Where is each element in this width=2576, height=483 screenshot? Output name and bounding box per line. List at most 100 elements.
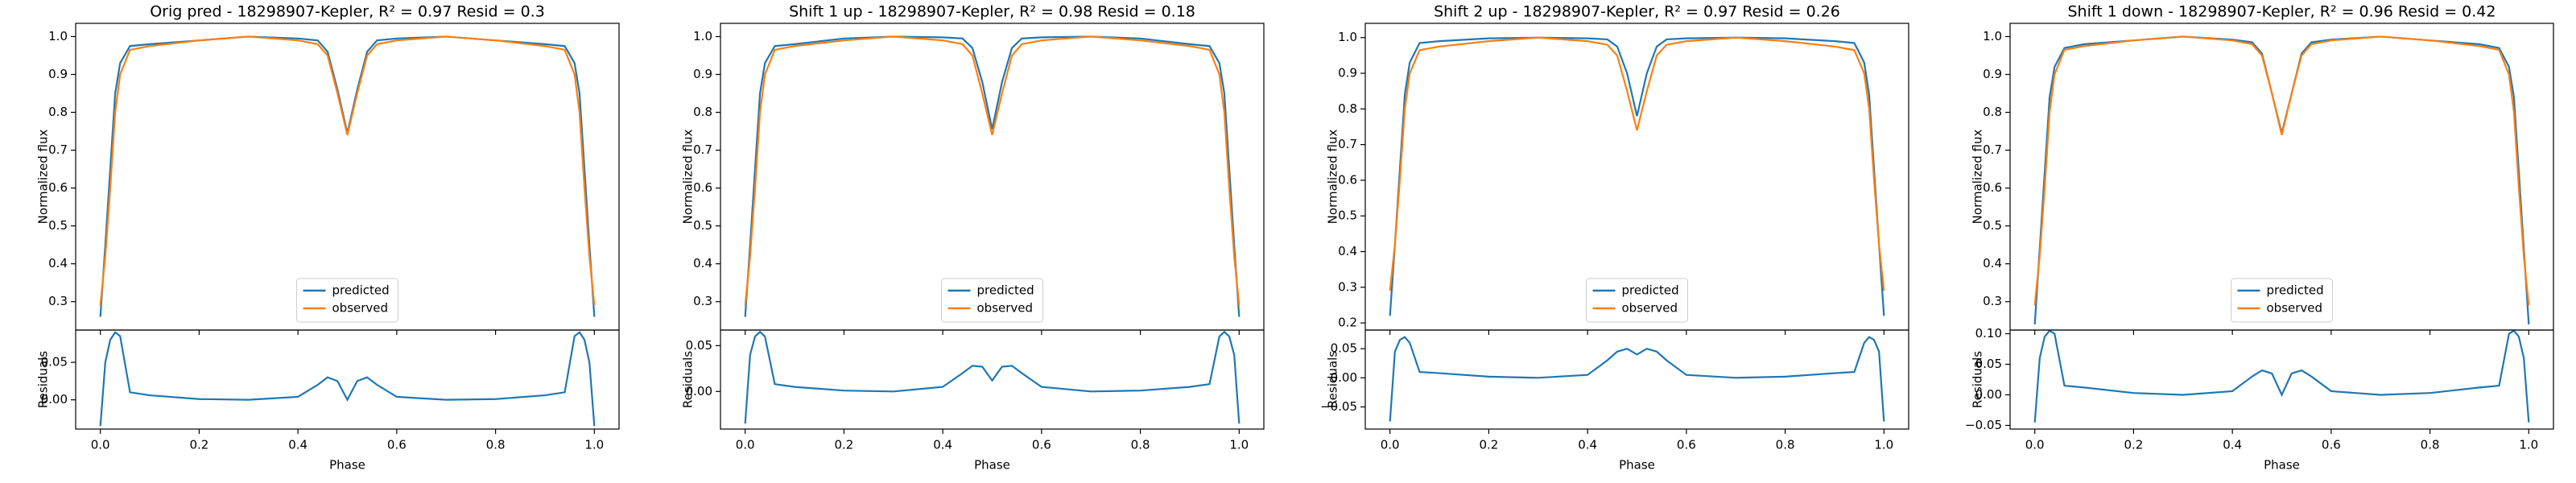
legend: predicted observed	[941, 278, 1043, 323]
y-tick-label: 1.0	[1983, 29, 2002, 43]
legend-box	[941, 278, 1043, 323]
legend: predicted observed	[2231, 278, 2333, 323]
data-line	[99, 331, 596, 427]
y-tick-label: 0.5	[1338, 208, 1357, 223]
data-line	[99, 35, 596, 306]
x-tick-label: 0.6	[1032, 438, 1051, 452]
axes-frame	[75, 329, 620, 430]
y-tick-label: 0.3	[1983, 294, 2002, 308]
x-tick-label: 0.8	[1776, 438, 1795, 452]
x-axis-label: Phase	[2264, 458, 2300, 473]
data-line	[2033, 35, 2530, 306]
panel: Orig pred - 18298907-Kepler, R² = 0.97 R…	[36, 3, 620, 473]
legend-label: predicted	[2267, 283, 2324, 298]
x-tick-label: 0.4	[933, 438, 952, 452]
x-axis-label: Phase	[974, 458, 1010, 473]
y-axis-label: Normalized flux	[681, 130, 696, 225]
y-tick-label: 0.8	[1338, 101, 1357, 116]
y-tick-label: 0.5	[1983, 218, 2002, 233]
y-tick-label: 0.05	[686, 338, 712, 353]
y-tick-label: 0.4	[1338, 244, 1357, 258]
x-tick-label: 0.2	[1479, 438, 1498, 452]
x-tick-label: 0.6	[387, 438, 407, 452]
y-tick-label: −0.05	[1965, 418, 2002, 432]
panel: Shift 1 down - 18298907-Kepler, R² = 0.9…	[1965, 3, 2554, 473]
x-tick-label: 0.0	[91, 438, 110, 452]
y-tick-label: 1.0	[1338, 30, 1357, 44]
x-axis-label: Phase	[1619, 458, 1655, 473]
legend-box	[2231, 278, 2333, 323]
y-tick-label: 0.6	[693, 180, 712, 195]
x-tick-label: 0.8	[486, 438, 506, 452]
y-tick-label: 0.4	[48, 256, 68, 270]
y-axis-label: Normalized flux	[1326, 130, 1340, 225]
y-tick-label: 0.9	[48, 67, 68, 81]
x-tick-label: 0.0	[736, 438, 755, 452]
x-tick-label: 1.0	[1229, 438, 1249, 452]
axes-frame	[1364, 329, 1909, 430]
y-axis-label: Normalized flux	[36, 130, 51, 225]
data-line	[1389, 36, 1885, 316]
y-tick-label: 0.00	[686, 384, 712, 398]
y-tick-label: 0.8	[48, 105, 68, 119]
y-tick-label: 0.3	[693, 294, 712, 308]
x-tick-label: 0.8	[1131, 438, 1150, 452]
x-tick-label: 0.2	[2124, 438, 2143, 452]
y-tick-label: 0.00	[41, 392, 68, 407]
axes-frame	[2009, 329, 2554, 430]
y-tick-label: 0.00	[1975, 387, 2002, 402]
x-tick-label: 1.0	[2519, 438, 2538, 452]
y-axis-label: Residuals	[681, 351, 696, 408]
legend-label: predicted	[1622, 283, 1679, 298]
y-tick-label: 0.9	[1983, 67, 2002, 81]
x-tick-label: 0.6	[1677, 438, 1696, 452]
y-axis-label: Residuals	[1326, 351, 1340, 408]
y-tick-label: 0.00	[1331, 370, 1357, 385]
x-tick-label: 0.0	[1381, 438, 1400, 452]
y-tick-label: 0.5	[48, 218, 68, 233]
y-tick-label: 0.9	[1338, 66, 1357, 80]
legend-label: observed	[2267, 301, 2323, 316]
legend-label: predicted	[977, 283, 1034, 298]
y-tick-label: 0.6	[1983, 180, 2002, 195]
y-axis-label: Normalized flux	[1971, 130, 1985, 225]
y-tick-label: 0.8	[1983, 105, 2002, 119]
legend-box	[1586, 278, 1688, 323]
legend-label: observed	[977, 301, 1034, 316]
legend-label: predicted	[332, 283, 390, 298]
y-axis-label: Residuals	[36, 351, 51, 408]
y-tick-label: 0.05	[1975, 357, 2002, 371]
data-line	[2033, 330, 2530, 423]
y-tick-label: 0.7	[693, 142, 712, 157]
x-tick-label: 0.8	[2421, 438, 2440, 452]
y-tick-label: 0.6	[48, 180, 68, 195]
y-tick-label: 0.5	[693, 218, 712, 233]
legend-label: observed	[332, 301, 389, 316]
x-tick-label: 0.4	[2223, 438, 2242, 452]
y-tick-label: 0.9	[693, 67, 712, 81]
x-tick-label: 0.4	[1578, 438, 1597, 452]
x-tick-label: 0.0	[2025, 438, 2045, 452]
y-tick-label: 0.3	[1338, 279, 1357, 294]
y-tick-label: 0.7	[48, 142, 68, 157]
data-line	[1389, 336, 1885, 422]
x-axis-label: Phase	[329, 458, 365, 473]
y-tick-label: 1.0	[693, 29, 712, 43]
x-tick-label: 0.2	[189, 438, 208, 452]
legend: predicted observed	[1586, 278, 1688, 323]
data-line	[744, 35, 1241, 306]
y-tick-label: 0.05	[41, 355, 68, 369]
y-tick-label: −0.05	[1320, 399, 1357, 414]
data-line	[744, 330, 1241, 424]
legend-box	[296, 278, 398, 323]
axes-frame	[720, 329, 1265, 430]
x-tick-label: 0.2	[834, 438, 853, 452]
y-tick-label: 0.7	[1338, 137, 1357, 151]
y-tick-label: 0.8	[693, 105, 712, 119]
y-tick-label: 0.10	[1975, 326, 2002, 341]
y-tick-label: 0.4	[693, 256, 712, 270]
chart-title: Orig pred - 18298907-Kepler, R² = 0.97 R…	[150, 3, 545, 21]
